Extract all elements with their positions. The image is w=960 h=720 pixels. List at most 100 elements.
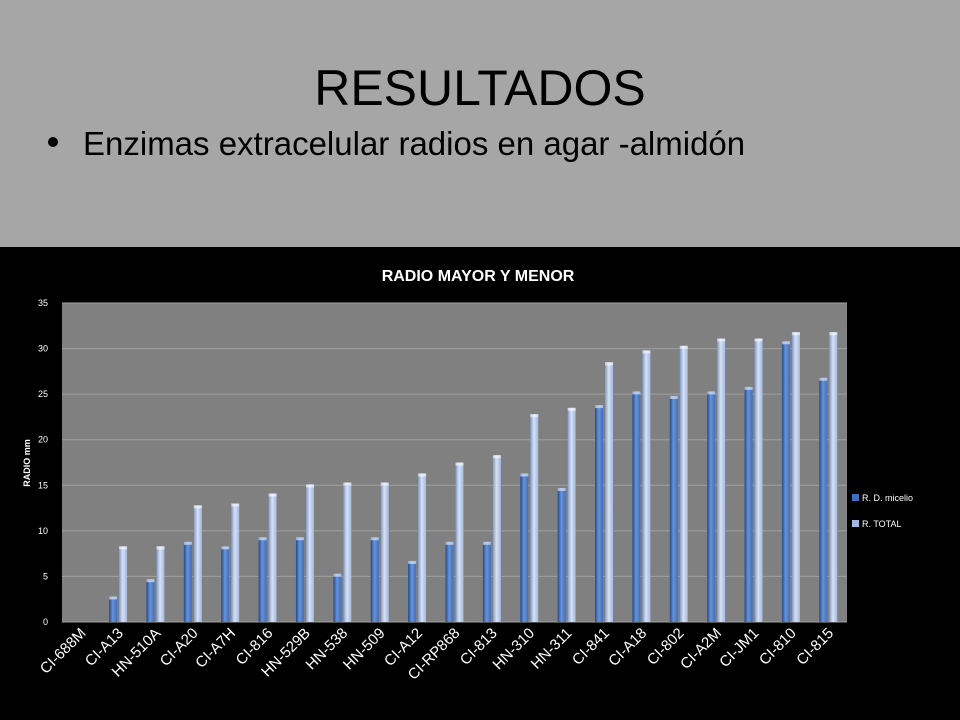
bar-cap <box>492 455 501 459</box>
chart-title: RADIO MAYOR Y MENOR <box>382 268 575 285</box>
y-tick-label: 25 <box>38 389 48 399</box>
y-axis-label: RADIO mm <box>22 439 32 487</box>
bar-micelio <box>557 488 566 622</box>
x-tick-label: CI-JM1 <box>716 625 762 671</box>
bar-cap <box>146 579 155 583</box>
bar-cap <box>707 391 716 395</box>
bar-total <box>754 338 763 622</box>
x-tick-label: CI-A7H <box>192 625 239 672</box>
bar-cap <box>258 537 267 541</box>
x-tick-label: CI-A2M <box>677 625 725 673</box>
bar-cap <box>231 503 240 507</box>
bar-cap <box>781 341 790 345</box>
bar-total <box>605 362 614 622</box>
bar-micelio <box>632 391 641 622</box>
legend-label: R. TOTAL <box>862 519 902 529</box>
y-tick-label: 5 <box>43 571 48 581</box>
bar-total <box>119 546 128 622</box>
bar-cap <box>744 386 753 390</box>
bar-cap <box>754 338 763 342</box>
slide-header-panel <box>0 0 960 247</box>
bar-micelio <box>819 377 828 622</box>
bar-cap <box>679 345 688 349</box>
bar-cap <box>295 537 304 541</box>
bar-cap <box>380 482 389 486</box>
bullet-item: Enzimas extracelular radios en agar -alm… <box>48 122 745 166</box>
bar-cap <box>642 350 651 354</box>
bar-micelio <box>221 546 230 622</box>
bar-micelio <box>295 537 304 622</box>
bar-cap <box>717 338 726 342</box>
bar-cap <box>305 484 314 488</box>
bullet-text: Enzimas extracelular radios en agar -alm… <box>83 125 746 162</box>
bar-micelio <box>520 473 529 622</box>
bar-micelio <box>146 579 155 622</box>
bar-micelio <box>408 560 417 622</box>
y-tick-label: 30 <box>38 344 48 354</box>
bar-cap <box>343 482 352 486</box>
y-tick-label: 15 <box>38 480 48 490</box>
bar-micelio <box>445 541 454 622</box>
bar-cap <box>333 573 342 577</box>
bar-cap <box>530 414 539 418</box>
bar-total <box>717 338 726 622</box>
legend-swatch <box>852 520 859 527</box>
bar-cap <box>370 537 379 541</box>
bar-cap <box>193 505 202 509</box>
plot-area <box>62 303 847 622</box>
y-tick-label: 10 <box>38 526 48 536</box>
bar-total <box>305 484 314 622</box>
bar-micelio <box>333 573 342 622</box>
bar-micelio <box>595 405 604 622</box>
bar-cap <box>156 546 165 550</box>
y-tick-label: 0 <box>43 617 48 627</box>
bar-micelio <box>707 391 716 622</box>
bar-total <box>791 332 800 622</box>
bar-cap <box>119 546 128 550</box>
bar-cap <box>791 332 800 336</box>
x-tick-label: HN-310 <box>490 625 539 674</box>
bar-cap <box>669 395 678 399</box>
bar-cap <box>819 377 828 381</box>
bar-cap <box>632 391 641 395</box>
bar-micelio <box>744 386 753 622</box>
bar-total <box>231 503 240 622</box>
bar-micelio <box>109 596 118 622</box>
bar-cap <box>408 560 417 564</box>
bar-cap <box>595 405 604 409</box>
y-tick-label: 35 <box>38 298 48 308</box>
bar-total <box>642 350 651 622</box>
bar-micelio <box>258 537 267 622</box>
bar-cap <box>455 462 464 466</box>
legend-label: R. D. micelio <box>862 493 913 503</box>
bar-cap <box>567 407 576 411</box>
bar-total <box>193 505 202 622</box>
bar-cap <box>445 541 454 545</box>
bar-total <box>455 462 464 622</box>
bar-micelio <box>370 537 379 622</box>
bar-total <box>567 407 576 622</box>
bar-cap <box>520 473 529 477</box>
bar-cap <box>418 473 427 477</box>
bar-total <box>380 482 389 622</box>
bar-total <box>679 345 688 622</box>
bar-cap <box>605 362 614 366</box>
bar-total <box>492 455 501 622</box>
bar-cap <box>221 546 230 550</box>
bar-total <box>156 546 165 622</box>
bar-micelio <box>669 395 678 622</box>
bar-total <box>343 482 352 622</box>
bar-cap <box>268 493 277 497</box>
bar-cap <box>557 488 566 492</box>
bar-cap <box>829 332 838 336</box>
bar-total <box>268 493 277 622</box>
x-tick-label: CI-841 <box>569 625 613 669</box>
x-tick-label: CI-688M <box>37 625 90 678</box>
bar-cap <box>183 541 192 545</box>
bar-micelio <box>781 341 790 622</box>
x-tick-label: HN-509 <box>340 625 389 674</box>
bar-cap <box>482 541 491 545</box>
bar-cap <box>109 596 118 600</box>
x-tick-label: CI-A18 <box>605 625 650 670</box>
